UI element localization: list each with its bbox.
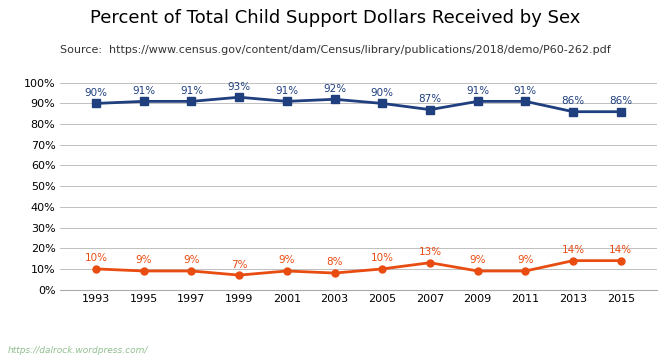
Text: 9%: 9% <box>183 256 200 265</box>
Text: 10%: 10% <box>84 253 108 264</box>
Text: Percent of Total Child Support Dollars Received by Sex: Percent of Total Child Support Dollars R… <box>90 9 580 27</box>
Legend: Mothers, Fathers: Mothers, Fathers <box>257 360 460 362</box>
Text: 9%: 9% <box>470 256 486 265</box>
Text: Source:  https://www.census.gov/content/dam/Census/library/publications/2018/dem: Source: https://www.census.gov/content/d… <box>60 45 610 55</box>
Text: 7%: 7% <box>231 260 247 270</box>
Text: 86%: 86% <box>561 96 585 106</box>
Text: https://dalrock.wordpress.com/: https://dalrock.wordpress.com/ <box>8 346 149 355</box>
Text: 13%: 13% <box>419 247 442 257</box>
Text: 91%: 91% <box>180 86 203 96</box>
Text: 14%: 14% <box>561 245 585 255</box>
Text: 8%: 8% <box>326 257 343 268</box>
Text: 10%: 10% <box>371 253 394 264</box>
Text: 91%: 91% <box>132 86 155 96</box>
Text: 91%: 91% <box>466 86 489 96</box>
Text: 9%: 9% <box>279 256 295 265</box>
Text: 93%: 93% <box>228 82 251 92</box>
Text: 90%: 90% <box>371 88 394 98</box>
Text: 92%: 92% <box>323 84 346 94</box>
Text: 91%: 91% <box>275 86 298 96</box>
Text: 91%: 91% <box>514 86 537 96</box>
Text: 9%: 9% <box>135 256 152 265</box>
Text: 14%: 14% <box>609 245 632 255</box>
Text: 90%: 90% <box>84 88 108 98</box>
Text: 87%: 87% <box>419 94 442 104</box>
Text: 9%: 9% <box>517 256 534 265</box>
Text: 86%: 86% <box>609 96 632 106</box>
